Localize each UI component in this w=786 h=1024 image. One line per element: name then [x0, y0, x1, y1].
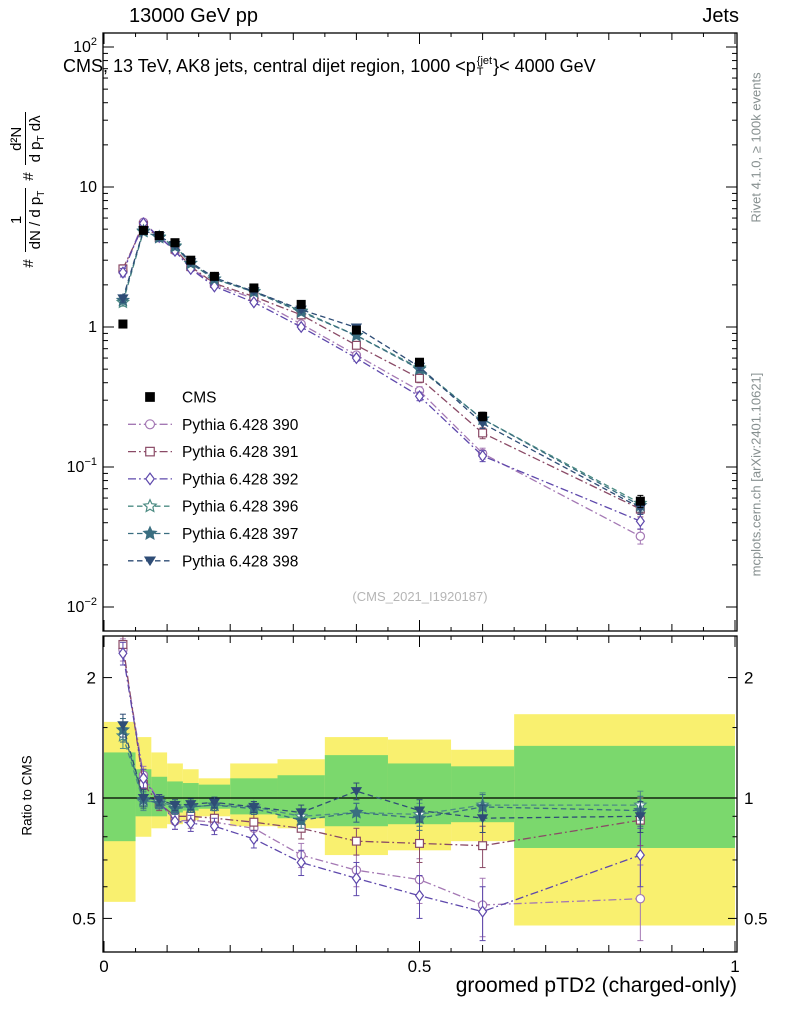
main-y-tick-label: 10−2 [67, 596, 97, 616]
analysis-group-label: Jets [702, 5, 739, 27]
ratio-y-tick-label-right: 1 [744, 789, 753, 808]
legend-item-pythia-6-428-390: Pythia 6.428 390 [128, 417, 299, 434]
rivet-version-label: Rivet 4.1.0, ≥ 100k events [748, 72, 764, 223]
legend-label: Pythia 6.428 396 [182, 499, 298, 516]
x-tick-label: 0 [99, 957, 108, 976]
ratio-y-tick-label-right: 2 [744, 669, 753, 688]
x-tick-label: 1 [730, 957, 739, 976]
legend: CMS Pythia 6.428 390 Pythia 6.428 391 Pythi… [128, 390, 299, 570]
legend-item-pythia-6-428-396: Pythia 6.428 396 [128, 498, 298, 516]
ratio-series-pythia-6-428-398 [117, 713, 647, 833]
legend-label: CMS [182, 390, 216, 407]
legend-label: Pythia 6.428 398 [182, 553, 298, 570]
legend-label: Pythia 6.428 392 [182, 471, 298, 488]
main-series [115, 217, 648, 545]
legend-item-pythia-6-428-392: Pythia 6.428 392 [128, 471, 298, 488]
x-axis-label: groomed pTD2 (charged-only) [455, 974, 737, 997]
main-y-axis-label: # 1 dN / d pT # d²N d pT dλ [6, 40, 50, 340]
legend-item-pythia-6-428-397: Pythia 6.428 397 [128, 525, 298, 543]
ylabel-hash-1: # [19, 259, 37, 268]
main-y-tick-label: 10 [79, 179, 97, 196]
plot-title-text: CMS, 13 TeV, AK8 jets, central dijet reg… [63, 56, 476, 76]
ratio-series [115, 636, 648, 942]
main-y-tick-label: 10−1 [67, 456, 97, 476]
x-tick-label: 0.5 [408, 957, 432, 976]
mcplots-citation-label: mcplots.cern.ch [arXiv:2401.10621] [748, 372, 764, 577]
legend-label: Pythia 6.428 391 [182, 444, 298, 461]
ratio-y-tick-label-left: 0.5 [72, 909, 96, 928]
pt-jet-supsub: {jet T [476, 55, 493, 78]
main-y-tick-label: 1 [88, 319, 97, 336]
tick-labels: 0 0.5 1 102 10 1 10−1 10−2 2 2 1 1 0.5 0.5 [67, 36, 768, 976]
series-pythia-6-428-396 [115, 224, 648, 511]
ratio-uncertainty-bands [104, 714, 735, 926]
axes [102, 32, 738, 953]
legend-item-cms: CMS [145, 390, 216, 407]
legend-item-pythia-6-428-398: Pythia 6.428 398 [128, 553, 298, 570]
beam-energy-label: 13000 GeV pp [129, 5, 258, 27]
ratio-y-tick-label-left: 1 [87, 789, 96, 808]
ylabel-hash-2: # [19, 172, 37, 181]
ratio-y-axis-label: Ratio to CMS [19, 755, 35, 836]
analysis-id-watermark: (CMS_2021_I1920187) [352, 589, 488, 604]
plot-title: CMS, 13 TeV, AK8 jets, central dijet reg… [63, 55, 596, 78]
legend-label: Pythia 6.428 390 [182, 417, 299, 434]
series-cms [118, 225, 645, 509]
legend-item-pythia-6-428-391: Pythia 6.428 391 [128, 444, 298, 461]
ylabel-fraction-1: 1 dN / d pT [8, 187, 48, 253]
ylabel-fraction-2: d²N d pT dλ [8, 112, 48, 166]
main-y-tick-label: 102 [73, 36, 97, 56]
legend-label: Pythia 6.428 397 [182, 526, 298, 543]
ratio-y-tick-label-left: 2 [87, 669, 96, 688]
ratio-y-tick-label-right: 0.5 [744, 909, 768, 928]
